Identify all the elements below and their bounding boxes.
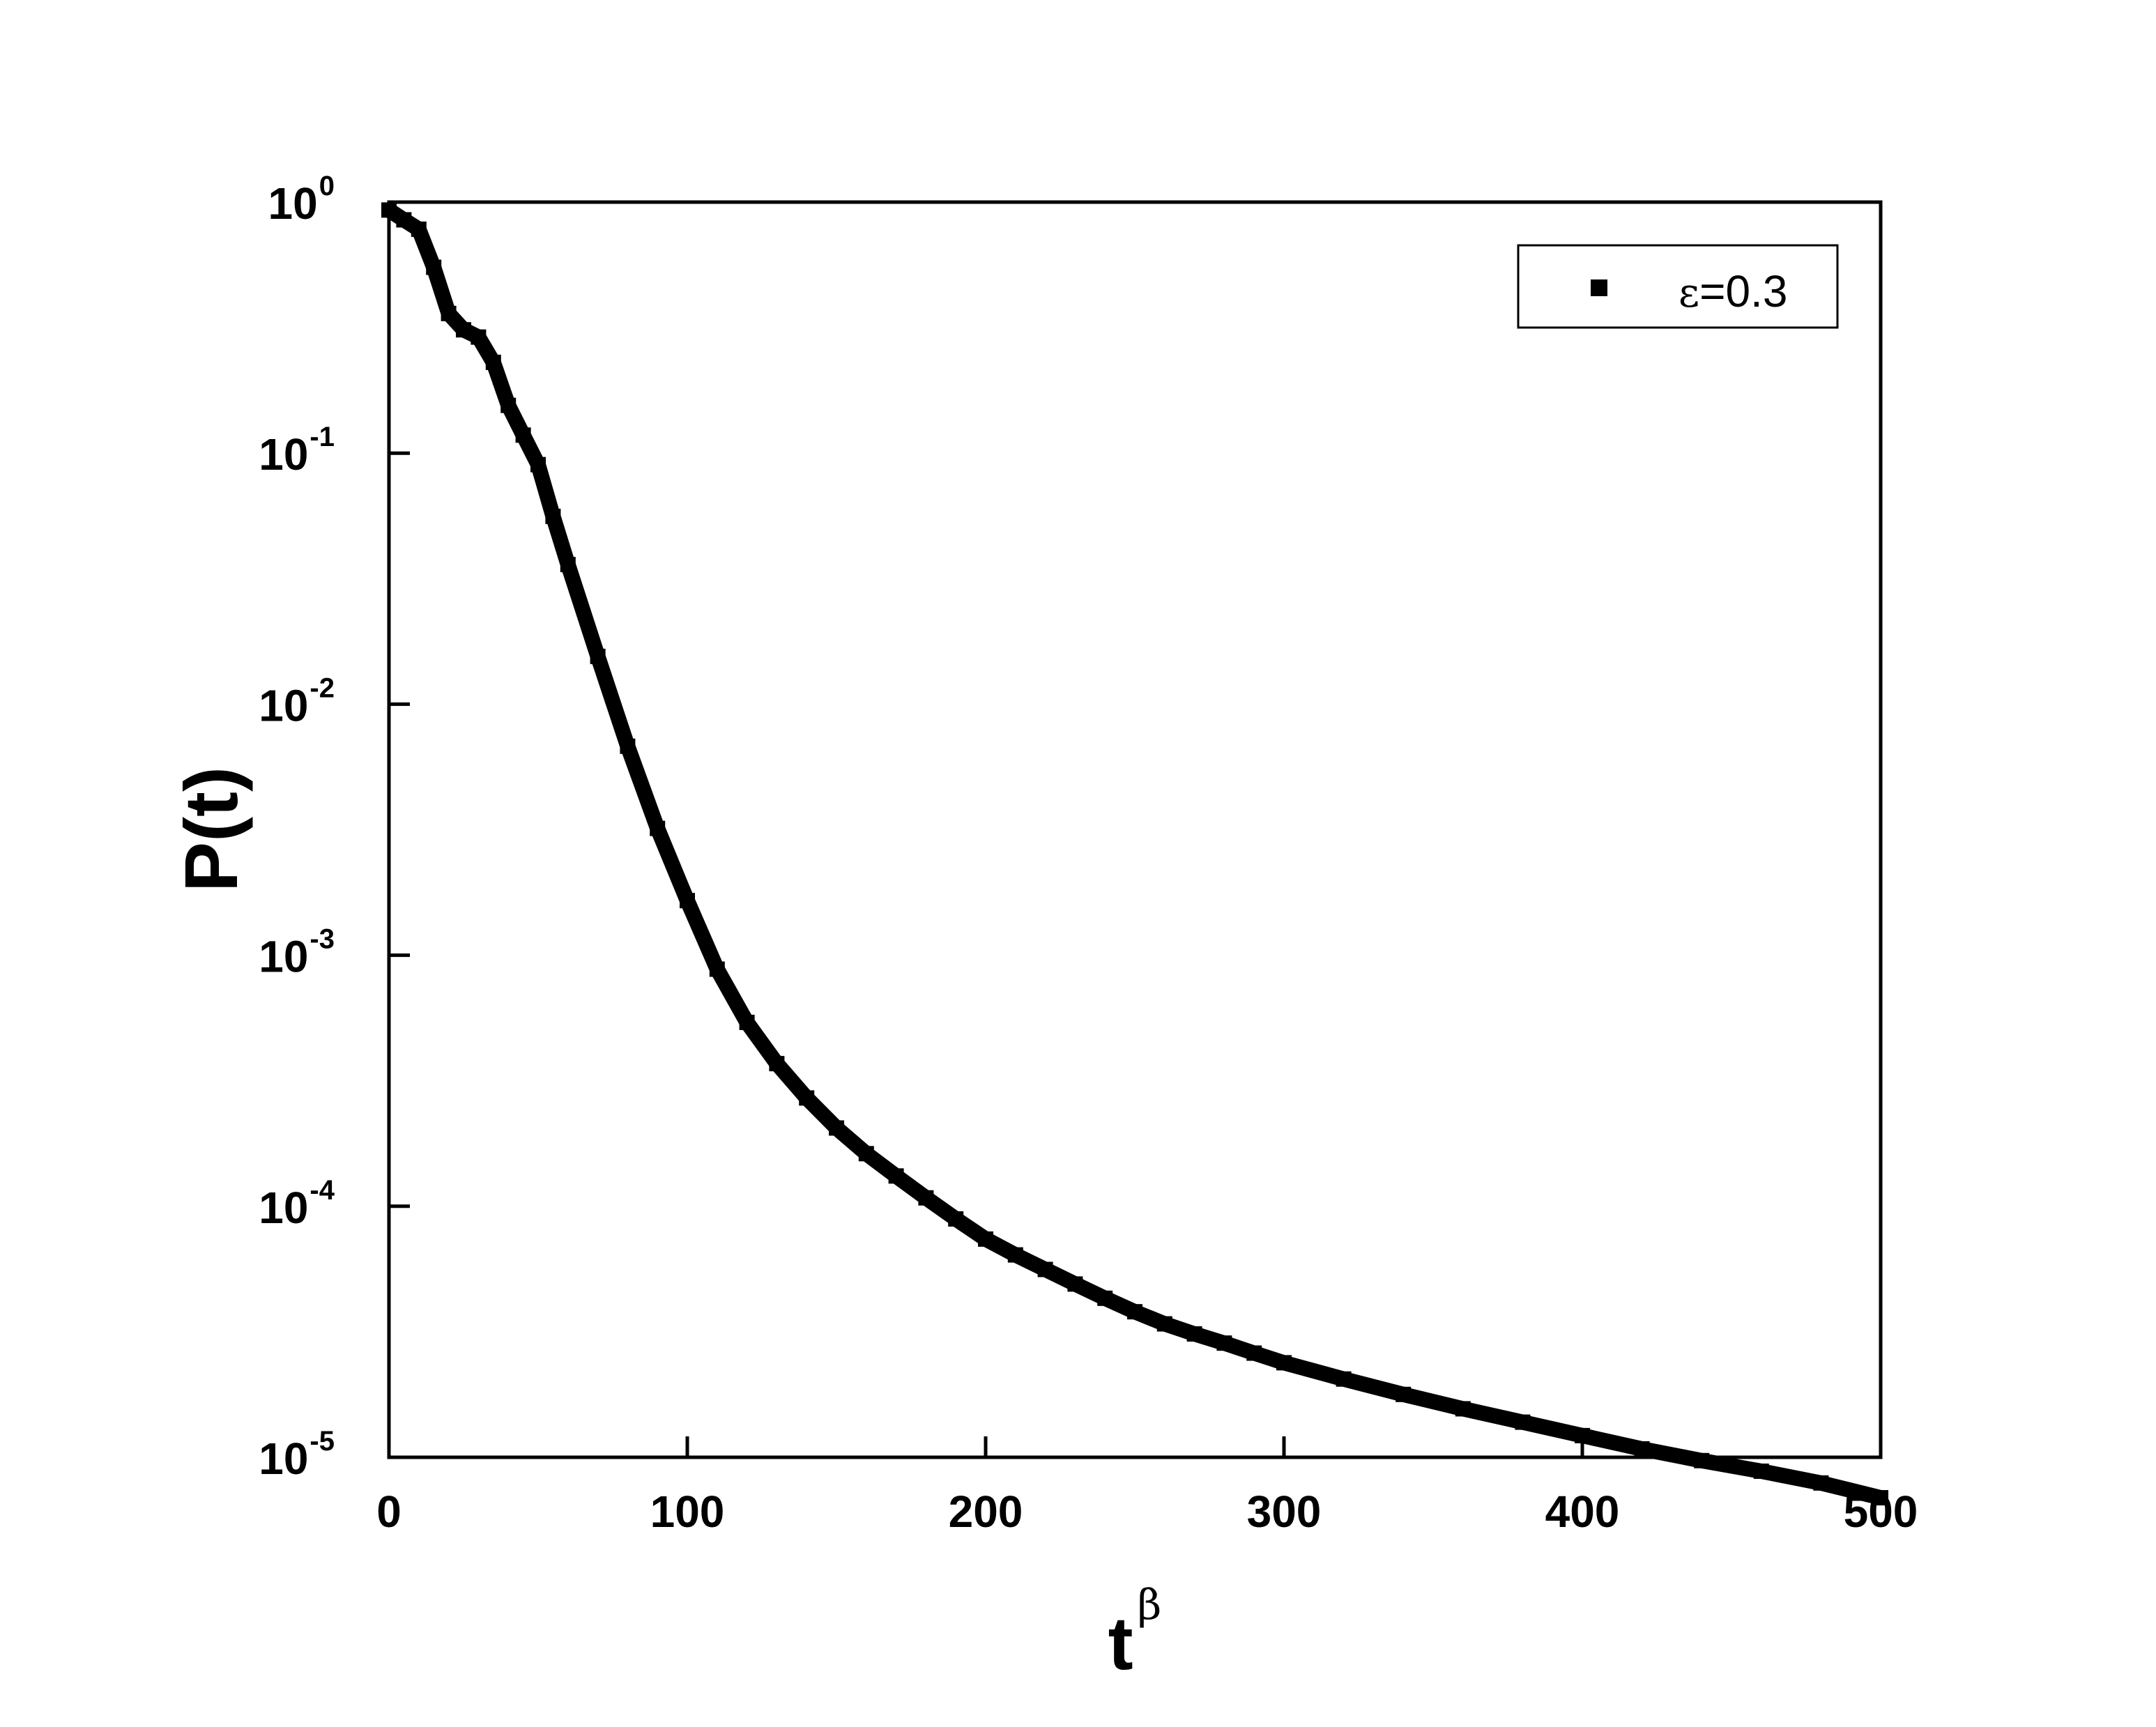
data-point: [650, 820, 666, 836]
y-tick-exponent: 0: [319, 171, 335, 201]
x-tick-label: 300: [1247, 1487, 1322, 1537]
x-axis-title-superscript: β: [1138, 1581, 1162, 1629]
y-tick-exponent: -5: [309, 1426, 335, 1457]
y-tick-label: 100: [268, 171, 340, 229]
data-point: [1336, 1371, 1352, 1387]
data-point: [978, 1231, 993, 1247]
data-point: [441, 305, 457, 321]
y-tick-label: 10-4: [259, 1175, 340, 1233]
y-tick-spacer: [335, 948, 340, 978]
data-point: [829, 1120, 844, 1136]
x-tick-label: 400: [1545, 1487, 1620, 1537]
data-point: [1873, 1490, 1888, 1506]
y-tick-base: 10: [259, 1434, 308, 1484]
data-point: [1396, 1386, 1412, 1402]
data-point: [799, 1090, 815, 1106]
y-tick-spacer: [335, 1199, 340, 1229]
data-point: [1037, 1261, 1053, 1277]
legend-marker-square: [1591, 279, 1607, 296]
y-tick-label: 10-1: [259, 422, 340, 479]
data-point: [1694, 1452, 1710, 1468]
data-point: [1753, 1463, 1769, 1479]
data-point: [471, 329, 487, 345]
data-point: [560, 557, 576, 573]
y-tick-label: 10-3: [259, 924, 340, 982]
legend-label-value: =0.3: [1699, 266, 1787, 316]
y-tick-spacer: [335, 1450, 340, 1480]
data-point: [739, 1014, 755, 1030]
y-tick-label: 10-2: [259, 673, 340, 730]
data-point: [1097, 1290, 1113, 1306]
x-tick-label: 200: [949, 1487, 1023, 1537]
data-point: [918, 1190, 934, 1206]
data-point: [1515, 1414, 1531, 1430]
data-point: [1575, 1427, 1590, 1443]
data-point: [1127, 1304, 1142, 1320]
plot-area: [381, 202, 1888, 1506]
x-axis-title-base: t: [1108, 1601, 1133, 1685]
y-tick-spacer: [335, 696, 340, 727]
data-point: [769, 1056, 785, 1072]
y-tick-base: 10: [268, 178, 318, 229]
data-point: [1216, 1335, 1232, 1351]
y-tick-base: 10: [259, 429, 308, 479]
legend-label: ε=0.3: [1679, 266, 1787, 316]
data-point: [1276, 1355, 1292, 1371]
x-tick-label: 500: [1844, 1487, 1918, 1537]
data-point: [411, 221, 427, 237]
x-tick-label: 100: [650, 1487, 725, 1537]
legend-label-symbol: ε: [1679, 269, 1699, 316]
x-tick-labels: 0 100 200 300 400 500: [376, 1487, 1918, 1537]
data-point: [1186, 1326, 1202, 1342]
y-tick-labels: 100 10-1 10-2 10-3 10-4 10-5: [259, 171, 340, 1484]
data-point: [396, 212, 412, 228]
data-point: [709, 961, 725, 977]
data-point: [858, 1146, 874, 1162]
data-point: [515, 427, 531, 443]
plot-frame: [387, 200, 1883, 1459]
data-point: [1246, 1345, 1262, 1361]
data-point: [530, 456, 546, 473]
data-point: [590, 648, 606, 664]
y-tick-spacer: [335, 445, 340, 476]
y-tick-exponent: -3: [309, 924, 335, 955]
x-tick-label: 0: [376, 1487, 402, 1537]
legend-box: [1517, 244, 1839, 329]
data-point: [500, 397, 517, 413]
y-tick-label: 10-5: [259, 1426, 340, 1484]
data-point: [1455, 1401, 1471, 1417]
y-tick-exponent: -2: [309, 673, 335, 703]
legend: ε=0.3: [1517, 244, 1839, 329]
y-tick-exponent: -4: [309, 1175, 335, 1206]
data-point: [545, 508, 561, 524]
data-point: [948, 1211, 964, 1227]
y-tick-base: 10: [259, 1183, 308, 1233]
y-axis-title: P(t): [169, 767, 253, 892]
data-point: [1156, 1316, 1172, 1332]
data-point: [485, 354, 501, 370]
data-point: [1813, 1475, 1829, 1491]
data-point: [1007, 1247, 1023, 1263]
data-point: [426, 259, 442, 275]
y-tick-spacer: [335, 194, 340, 225]
data-point: [680, 893, 695, 909]
data-point: [1634, 1441, 1650, 1457]
y-tick-base: 10: [259, 680, 308, 730]
data-point: [620, 738, 636, 754]
y-tick-exponent: -1: [309, 422, 335, 452]
y-tick-base: 10: [259, 932, 308, 982]
data-point: [456, 322, 471, 338]
data-point: [888, 1168, 904, 1184]
data-point: [1067, 1276, 1083, 1292]
